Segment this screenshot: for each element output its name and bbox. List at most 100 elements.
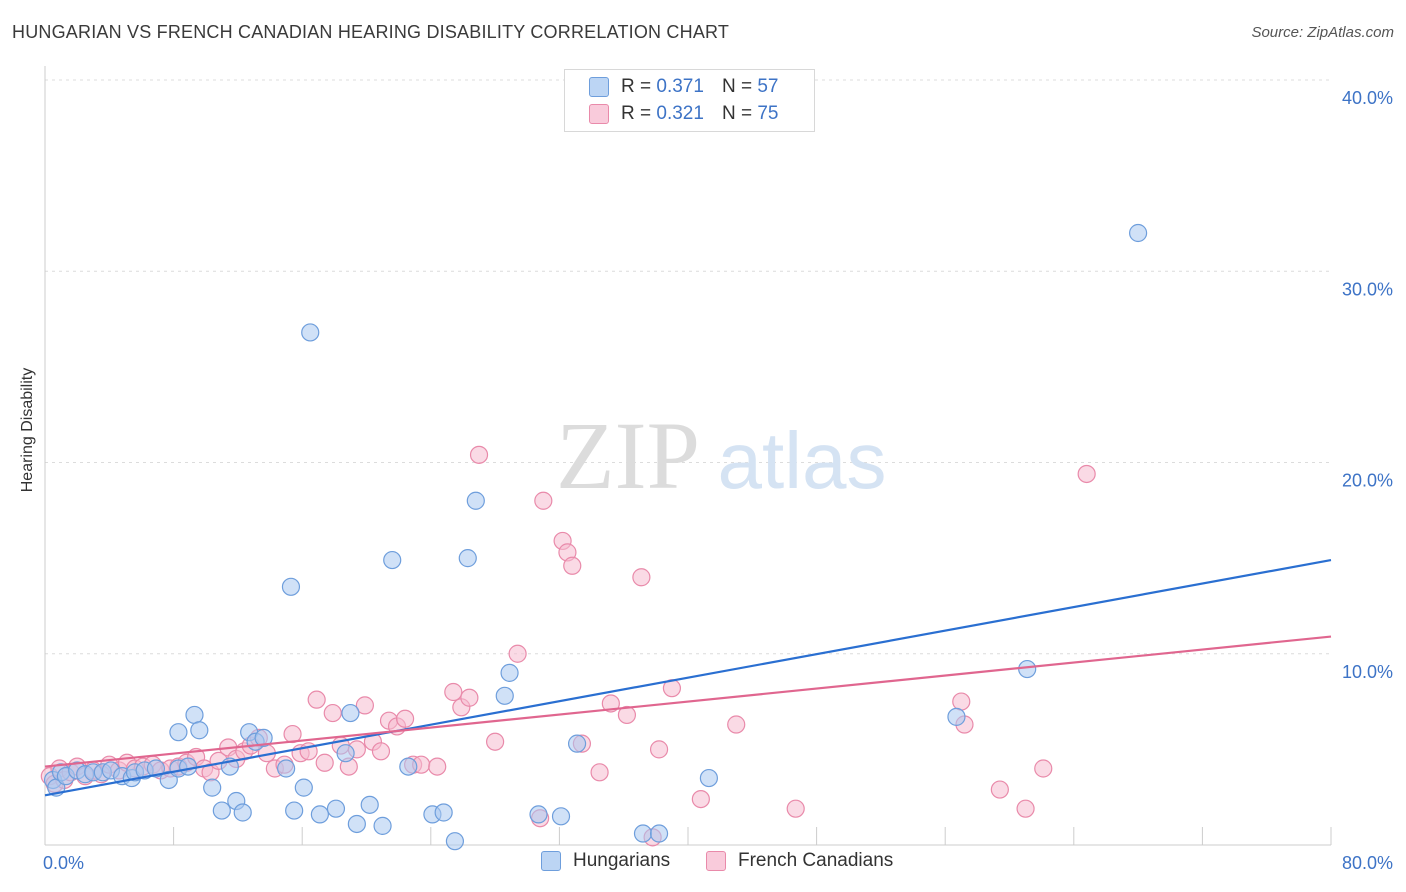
hungarians-point [169, 723, 188, 742]
french-canadians-point [617, 705, 637, 725]
hungarians-point [336, 744, 355, 763]
hungarians-point [495, 686, 514, 705]
hungarians-point [699, 768, 718, 788]
french-canadians-point [395, 709, 415, 728]
hungarians-point [277, 759, 296, 778]
legend-swatch-blue [589, 77, 609, 97]
bottom-legend-swatch-pink [706, 851, 726, 871]
french-canadians-point [1016, 799, 1035, 818]
hungarians-point [1128, 223, 1148, 243]
hungarians-point [649, 824, 669, 843]
axis-layer [44, 66, 1332, 846]
french-canadians-point [1077, 464, 1096, 484]
legend-r-value: 0.321 [656, 103, 704, 124]
legend-n-label: N = [721, 103, 753, 124]
hungarians-point [310, 805, 329, 824]
y-tick-label: 20.0% [1342, 471, 1393, 491]
hungarians-point [434, 803, 453, 822]
hungarians-point [500, 663, 519, 682]
chart-title: HUNGARIAN VS FRENCH CANADIAN HEARING DIS… [12, 22, 730, 42]
source-label: Source: ZipAtlas.com [1251, 24, 1394, 41]
hungarians-point [146, 759, 166, 778]
french-canadians-point [590, 763, 609, 782]
hungarians-point [567, 734, 587, 753]
trend-lines [44, 558, 1332, 797]
hungarians-point [212, 801, 231, 820]
hungarians-point [947, 707, 966, 726]
legend: R = 0.371 N = 57 R = 0.321 N = 75 [564, 69, 815, 132]
legend-r-label: R = [621, 103, 652, 124]
french-canadians-point [508, 644, 527, 663]
y-axis-label-wrap: Hearing Disability [8, 330, 48, 530]
legend-swatch-pink [589, 104, 609, 124]
french-canadians-point [444, 682, 463, 702]
hungarians-point [551, 807, 571, 826]
bottom-legend-label: French Canadians [738, 850, 894, 871]
legend-n-value: 75 [757, 103, 779, 124]
french-canadians-point [323, 703, 342, 723]
hungarians-point [466, 491, 485, 510]
hungarians-point [203, 778, 222, 797]
french-canadians-point [990, 780, 1009, 799]
french-canadians-point [355, 696, 374, 715]
french-canadians-point [315, 753, 334, 772]
hungarians-point [190, 721, 209, 740]
tick-labels: 10.0% 20.0% 30.0% 40.0% 0.0% 80.0% [43, 88, 1393, 873]
french-canadians-point [632, 568, 651, 587]
bottom-legend-label: Hungarians [573, 850, 671, 871]
hungarians-point [347, 814, 366, 834]
legend-r-value: 0.371 [656, 76, 704, 97]
french-canadians-point [534, 491, 553, 510]
y-tick-label: 10.0% [1342, 662, 1393, 682]
legend-row-hungarians: R = 0.371 N = 57 [589, 74, 778, 100]
bottom-legend-swatch-blue [541, 851, 561, 871]
watermark-zip: ZIP [556, 402, 700, 509]
french-canadians-point [486, 732, 505, 751]
grid-layer [45, 79, 1331, 655]
hungarians-point [445, 832, 465, 851]
hungarians-trend-line [44, 558, 1332, 797]
hungarians-point [360, 795, 379, 814]
hungarians-point [326, 799, 346, 818]
bottom-legend-french-canadians: French Canadians [706, 850, 893, 872]
hungarians-point [185, 705, 204, 725]
hungarians-point [458, 549, 477, 568]
hungarians-point [341, 703, 360, 723]
french-canadians-point [786, 799, 805, 818]
hungarians-point [383, 550, 402, 570]
french-canadians-trend-line [44, 635, 1332, 768]
hungarians-point [233, 803, 252, 822]
hungarians-point [294, 778, 313, 797]
hungarians-point [178, 757, 198, 776]
legend-n-label: N = [721, 76, 753, 97]
bottom-legend-hungarians: Hungarians [541, 850, 670, 872]
hungarians-point [399, 757, 418, 776]
french-canadians-point [952, 692, 971, 711]
x-tick-label: 80.0% [1342, 853, 1393, 873]
hungarians-point [529, 805, 548, 824]
legend-row-french-canadians: R = 0.321 N = 75 [589, 101, 778, 127]
hungarians-point [1018, 659, 1037, 679]
french-canadians-point [469, 445, 489, 464]
watermark: ZIP atlas [556, 402, 886, 509]
hungarians-point [285, 801, 304, 820]
legend-r-label: R = [621, 76, 652, 97]
y-axis-label: Hearing Disability [19, 367, 36, 493]
legend-n-value: 57 [757, 76, 779, 97]
french-canadians-point [563, 556, 582, 575]
watermark-atlas: atlas [718, 416, 887, 505]
french-canadians-point [601, 694, 620, 713]
french-canadians-point [727, 715, 746, 734]
x-tick-label: 0.0% [43, 853, 84, 873]
french-canadians-point [691, 789, 710, 809]
french-canadians-point [307, 690, 326, 709]
hungarians-point [254, 728, 273, 748]
french-canadians-point [371, 742, 391, 761]
french-canadians-point [428, 757, 447, 776]
hungarians-point [373, 816, 392, 835]
y-tick-label: 40.0% [1342, 88, 1393, 108]
hungarians-points [43, 223, 1148, 851]
french-canadians-point [649, 740, 669, 759]
french-canadians-point [1034, 759, 1053, 778]
